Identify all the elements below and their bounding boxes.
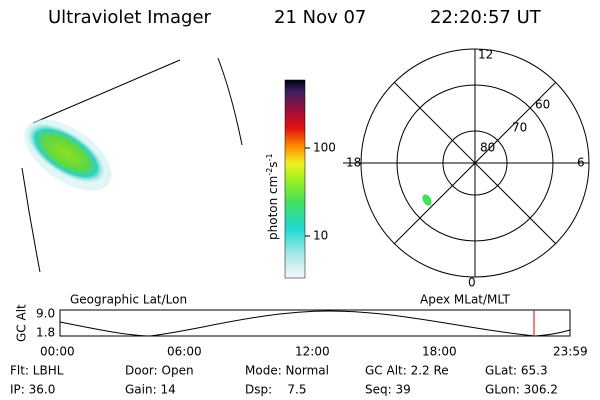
mlat-label: 80 bbox=[480, 141, 495, 155]
timeline-label: Apex MLat/MLT bbox=[420, 293, 510, 307]
mlat-label: 70 bbox=[512, 121, 527, 135]
polar-plot: 12 18 6 0 80 70 60 bbox=[343, 48, 590, 290]
mlat-label: 60 bbox=[535, 98, 550, 112]
time: 22:20:57 UT bbox=[430, 7, 542, 28]
info-field: Flt: LBHL bbox=[10, 364, 64, 378]
colorbar-label: photon cm-2s-1 bbox=[265, 153, 280, 240]
y-axis-label: GC Alt bbox=[15, 304, 29, 342]
info-field: Seq: 39 bbox=[365, 383, 411, 397]
date: 21 Nov 07 bbox=[274, 7, 366, 28]
mlt-label: 0 bbox=[468, 276, 476, 290]
info-field: Gain: 14 bbox=[125, 383, 176, 397]
y-tick: 9.0 bbox=[36, 307, 55, 321]
y-tick: 1.8 bbox=[36, 326, 55, 340]
colorbar-tick: 10 bbox=[313, 229, 328, 243]
info-field: GLat: 65.3 bbox=[485, 364, 548, 378]
mlt-label: 6 bbox=[577, 156, 585, 170]
x-tick: 00:00 bbox=[40, 345, 75, 359]
info-field: IP: 36.0 bbox=[10, 383, 55, 397]
mlt-label: 12 bbox=[478, 48, 493, 62]
info-panel: Flt: LBHL Door: Open Mode: Normal GC Alt: 2… bbox=[10, 364, 558, 397]
info-field: GC Alt: 2.2 Re bbox=[365, 364, 449, 378]
info-field: GLon: 306.2 bbox=[485, 383, 558, 397]
x-tick: 23:59 bbox=[553, 345, 588, 359]
timeline: Geographic Lat/Lon Apex MLat/MLT GC Alt … bbox=[15, 293, 588, 359]
mlt-label: 18 bbox=[346, 156, 361, 170]
colorbar-tick: 100 bbox=[313, 141, 336, 155]
colorbar: 100 10 photon cm-2s-1 bbox=[265, 79, 336, 279]
info-field: Dsp: 7.5 bbox=[245, 383, 307, 397]
info-field: Mode: Normal bbox=[245, 364, 329, 378]
geographic-map bbox=[21, 57, 243, 273]
x-tick: 12:00 bbox=[295, 345, 330, 359]
title: Ultraviolet Imager bbox=[48, 7, 212, 28]
timeline-label: Geographic Lat/Lon bbox=[70, 293, 187, 307]
x-tick: 06:00 bbox=[167, 345, 202, 359]
x-tick: 18:00 bbox=[422, 345, 457, 359]
info-field: Door: Open bbox=[125, 364, 194, 378]
